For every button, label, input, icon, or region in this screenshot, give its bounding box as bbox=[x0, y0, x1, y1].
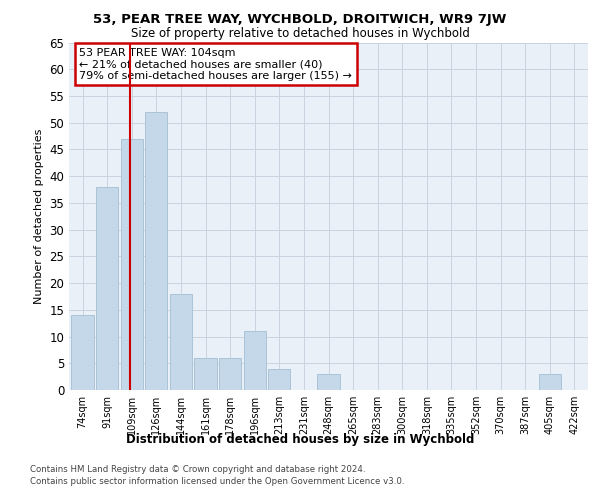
Text: Distribution of detached houses by size in Wychbold: Distribution of detached houses by size … bbox=[126, 432, 474, 446]
Bar bbox=[219, 358, 241, 390]
Text: Contains HM Land Registry data © Crown copyright and database right 2024.: Contains HM Land Registry data © Crown c… bbox=[30, 465, 365, 474]
Bar bbox=[539, 374, 561, 390]
Bar bbox=[71, 315, 94, 390]
Bar bbox=[96, 187, 118, 390]
Text: 53 PEAR TREE WAY: 104sqm
← 21% of detached houses are smaller (40)
79% of semi-d: 53 PEAR TREE WAY: 104sqm ← 21% of detach… bbox=[79, 48, 352, 81]
Bar bbox=[194, 358, 217, 390]
Text: 53, PEAR TREE WAY, WYCHBOLD, DROITWICH, WR9 7JW: 53, PEAR TREE WAY, WYCHBOLD, DROITWICH, … bbox=[94, 12, 506, 26]
Bar bbox=[121, 138, 143, 390]
Bar bbox=[244, 331, 266, 390]
Y-axis label: Number of detached properties: Number of detached properties bbox=[34, 128, 44, 304]
Bar bbox=[268, 368, 290, 390]
Text: Contains public sector information licensed under the Open Government Licence v3: Contains public sector information licen… bbox=[30, 478, 404, 486]
Text: Size of property relative to detached houses in Wychbold: Size of property relative to detached ho… bbox=[131, 28, 469, 40]
Bar bbox=[170, 294, 192, 390]
Bar bbox=[145, 112, 167, 390]
Bar bbox=[317, 374, 340, 390]
